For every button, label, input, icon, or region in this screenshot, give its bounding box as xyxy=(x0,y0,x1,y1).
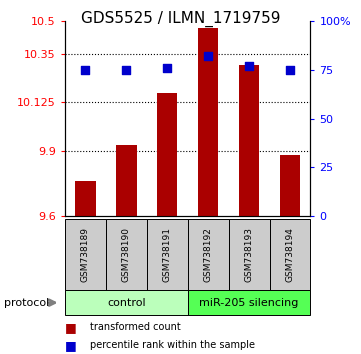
Bar xyxy=(116,144,136,216)
Point xyxy=(287,67,293,73)
Text: GSM738192: GSM738192 xyxy=(204,227,213,282)
Text: protocol: protocol xyxy=(4,298,49,308)
Point xyxy=(83,67,88,73)
Text: GSM738189: GSM738189 xyxy=(81,227,90,282)
Bar xyxy=(157,93,178,216)
Text: transformed count: transformed count xyxy=(90,322,181,332)
Point xyxy=(246,63,252,69)
Text: GDS5525 / ILMN_1719759: GDS5525 / ILMN_1719759 xyxy=(81,11,280,27)
Bar xyxy=(239,64,259,216)
Text: GSM738194: GSM738194 xyxy=(286,227,295,282)
Text: GSM738191: GSM738191 xyxy=(163,227,172,282)
Text: GSM738190: GSM738190 xyxy=(122,227,131,282)
Bar xyxy=(280,155,300,216)
Text: ■: ■ xyxy=(65,339,77,352)
Text: control: control xyxy=(107,298,145,308)
Text: percentile rank within the sample: percentile rank within the sample xyxy=(90,340,255,350)
Text: GSM738193: GSM738193 xyxy=(245,227,253,282)
Bar xyxy=(198,28,218,216)
Text: ■: ■ xyxy=(65,321,77,334)
Bar xyxy=(75,181,96,216)
Point xyxy=(164,65,170,71)
Text: miR-205 silencing: miR-205 silencing xyxy=(199,298,299,308)
Point xyxy=(123,67,129,73)
Point xyxy=(205,53,211,59)
